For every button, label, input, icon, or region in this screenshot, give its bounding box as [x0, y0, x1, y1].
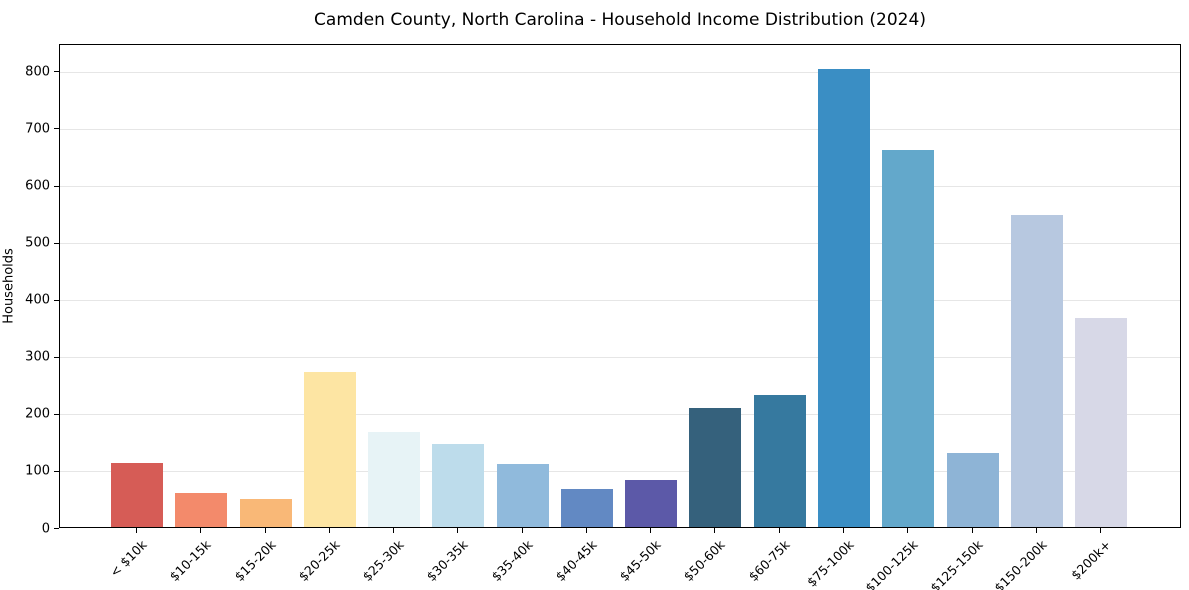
x-tick-label: $60-75k — [745, 537, 793, 585]
bar-15-20k — [239, 499, 292, 527]
bar-200k — [1075, 317, 1128, 527]
gridline — [60, 186, 1180, 188]
x-tick-mark — [842, 528, 844, 533]
bar-60-75k — [753, 394, 806, 527]
bar-50-60k — [689, 408, 742, 527]
x-tick-mark — [778, 528, 780, 533]
x-tick-label: $15-20k — [231, 537, 279, 585]
y-tick-label: 500 — [25, 235, 50, 251]
bar-150-200k — [1010, 215, 1063, 527]
bar-25-30k — [368, 431, 421, 527]
bar-35-40k — [496, 463, 549, 527]
x-tick-mark — [393, 528, 395, 533]
y-tick-label: 300 — [25, 349, 50, 365]
y-axis-label: Households — [1, 248, 17, 324]
x-tick-mark — [971, 528, 973, 533]
y-tick-mark — [54, 71, 59, 73]
x-tick-mark — [650, 528, 652, 533]
x-tick-label: $40-45k — [552, 537, 600, 585]
y-tick-mark — [54, 242, 59, 244]
x-tick-mark — [521, 528, 523, 533]
x-tick-label: $200k+ — [1068, 537, 1114, 583]
x-tick-label: $45-50k — [616, 537, 664, 585]
y-tick-label: 800 — [25, 64, 50, 80]
x-tick-mark — [457, 528, 459, 533]
x-tick-mark — [264, 528, 266, 533]
y-tick-label: 400 — [25, 292, 50, 308]
x-tick-mark — [585, 528, 587, 533]
gridline — [60, 128, 1180, 130]
bar-10-15k — [175, 492, 228, 527]
y-tick-label: 700 — [25, 121, 50, 137]
bar-100-125k — [882, 150, 935, 527]
x-tick-mark — [1035, 528, 1037, 533]
x-tick-mark — [200, 528, 202, 533]
gridline — [60, 471, 1180, 473]
x-tick-mark — [714, 528, 716, 533]
bar-20-25k — [303, 372, 356, 527]
x-tick-mark — [907, 528, 909, 533]
x-tick-label: $20-25k — [295, 537, 343, 585]
bar-125-150k — [946, 452, 999, 527]
y-tick-mark — [54, 356, 59, 358]
x-tick-label: $75-100k — [803, 537, 857, 590]
y-tick-label: 600 — [25, 178, 50, 194]
x-tick-mark — [136, 528, 137, 533]
x-tick-mark — [1100, 528, 1102, 533]
y-tick-mark — [54, 128, 59, 130]
y-tick-mark — [54, 470, 59, 472]
x-tick-label: $25-30k — [359, 537, 407, 585]
gridline — [60, 71, 1180, 73]
gridline — [60, 243, 1180, 245]
y-tick-mark — [54, 413, 59, 415]
bar-30-35k — [432, 444, 485, 527]
x-tick-label: $50-60k — [680, 537, 729, 585]
x-tick-label: $30-35k — [423, 537, 471, 585]
plot-area — [59, 44, 1181, 528]
bar-40-45k — [560, 488, 613, 527]
gridline — [60, 300, 1180, 302]
y-tick-mark — [54, 528, 59, 529]
gridline — [60, 357, 1180, 359]
x-tick-label: < $10k — [106, 537, 150, 580]
y-tick-mark — [54, 299, 59, 301]
y-tick-label: 100 — [25, 463, 50, 479]
bar-75-100k — [817, 68, 870, 527]
x-tick-label: $150-200k — [991, 537, 1050, 590]
x-tick-label: $10-15k — [166, 537, 214, 585]
x-tick-label: $125-150k — [926, 537, 986, 590]
x-tick-label: $35-40k — [488, 537, 536, 585]
chart-title: Camden County, North Carolina - Househol… — [314, 10, 926, 30]
y-tick-mark — [54, 185, 59, 187]
gridline — [60, 414, 1180, 416]
x-tick-mark — [328, 528, 330, 533]
bar-45-50k — [625, 480, 678, 527]
bar-10k — [111, 463, 163, 527]
y-tick-label: 0 — [41, 521, 50, 536]
y-tick-label: 200 — [25, 406, 50, 422]
x-tick-label: $100-125k — [862, 537, 921, 590]
